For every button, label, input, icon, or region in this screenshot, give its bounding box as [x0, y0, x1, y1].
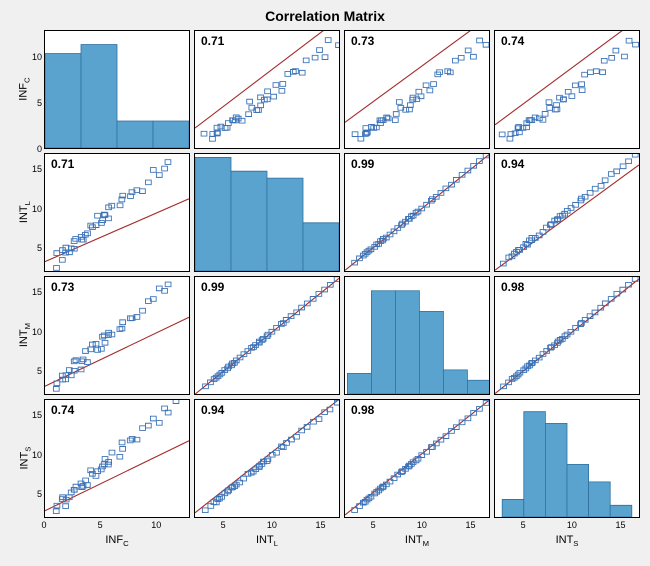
x-tick-label: 15 — [316, 520, 326, 530]
histogram-svg — [45, 31, 189, 148]
scatter-svg — [345, 154, 489, 271]
histogram-panel — [194, 153, 340, 272]
scatter-panel: 0.73 — [344, 30, 490, 149]
y-axis-label: INTM 5 10 15 — [8, 274, 42, 397]
y-tick-label: 15 — [32, 410, 42, 420]
histogram-svg — [195, 154, 339, 271]
y-tick-label: 15 — [32, 164, 42, 174]
y-axis-label: INFC0510 — [8, 28, 42, 151]
scatter-panel: 0.99 — [194, 276, 340, 395]
corner-cell — [8, 520, 42, 554]
x-tick-label: 10 — [267, 520, 277, 530]
scatter-panel: 0.98 — [494, 276, 640, 395]
x-axis-label: INTL 5 10 15 — [192, 520, 342, 554]
scatter-svg — [45, 154, 189, 271]
y-axis-label: INTL 5 10 15 — [8, 151, 42, 274]
histogram-panel — [494, 399, 640, 518]
x-tick-label: 15 — [616, 520, 626, 530]
scatter-svg — [495, 277, 639, 394]
y-axis-label-text: INTM — [18, 323, 32, 347]
y-tick-label: 10 — [32, 52, 42, 62]
scatter-svg — [345, 31, 489, 148]
correlation-value: 0.98 — [501, 280, 524, 294]
scatter-panel: 0.73 — [44, 276, 190, 395]
scatter-svg — [45, 277, 189, 394]
x-tick-label: 5 — [221, 520, 226, 530]
x-axis-label: INFC 0 5 10 — [42, 520, 192, 554]
y-axis-label-text: INTL — [18, 201, 32, 223]
y-tick-label: 15 — [32, 287, 42, 297]
y-axis-label-text: INTS — [18, 447, 32, 470]
histogram-panel — [344, 276, 490, 395]
correlation-value: 0.73 — [351, 34, 374, 48]
x-tick-label: 15 — [466, 520, 476, 530]
y-tick-label: 5 — [37, 243, 42, 253]
scatter-svg — [195, 31, 339, 148]
scatter-svg — [45, 400, 189, 517]
x-axis-label-text: INTM — [405, 534, 429, 548]
correlation-value: 0.94 — [501, 157, 524, 171]
correlation-value: 0.71 — [51, 157, 74, 171]
correlation-value: 0.98 — [351, 403, 374, 417]
scatter-matrix-grid: INFC 0 5 10 0.71 0.73 0.74 INTL 5 10 15 0.71 0.99 0.9… — [8, 28, 642, 554]
scatter-panel: 0.74 — [494, 30, 640, 149]
x-tick-label: 0 — [41, 520, 46, 530]
x-tick-label: 5 — [98, 520, 103, 530]
y-tick-label: 10 — [32, 327, 42, 337]
histogram-svg — [345, 277, 489, 394]
correlation-value: 0.99 — [201, 280, 224, 294]
x-axis-label-text: INFC — [105, 534, 128, 548]
correlation-value: 0.73 — [51, 280, 74, 294]
correlation-value: 0.74 — [51, 403, 74, 417]
scatter-panel: 0.71 — [194, 30, 340, 149]
correlation-matrix-figure: Correlation Matrix INFC05100.710.730.74I… — [0, 0, 650, 566]
y-tick-label: 5 — [37, 489, 42, 499]
x-axis-label: INTM 5 10 15 — [342, 520, 492, 554]
figure-title: Correlation Matrix — [8, 8, 642, 24]
scatter-panel: 0.71 — [44, 153, 190, 272]
y-tick-label: 5 — [37, 366, 42, 376]
scatter-panel: 0.94 — [194, 399, 340, 518]
scatter-svg — [495, 154, 639, 271]
scatter-panel: 0.98 — [344, 399, 490, 518]
histogram-panel — [44, 30, 190, 149]
y-tick-label: 5 — [37, 98, 42, 108]
scatter-panel: 0.99 — [344, 153, 490, 272]
y-tick-label: 10 — [32, 204, 42, 214]
x-axis-label-text: INTS — [556, 534, 579, 548]
histogram-svg — [495, 400, 639, 517]
y-tick-label: 10 — [32, 450, 42, 460]
x-tick-label: 10 — [567, 520, 577, 530]
scatter-svg — [195, 400, 339, 517]
x-tick-label: 5 — [521, 520, 526, 530]
correlation-value: 0.94 — [201, 403, 224, 417]
y-axis-label: INTS 5 10 15 — [8, 397, 42, 520]
scatter-panel: 0.94 — [494, 153, 640, 272]
scatter-panel: 0.74 — [44, 399, 190, 518]
x-tick-label: 5 — [371, 520, 376, 530]
scatter-svg — [495, 31, 639, 148]
correlation-value: 0.99 — [351, 157, 374, 171]
x-axis-label-text: INTL — [256, 534, 278, 548]
scatter-svg — [345, 400, 489, 517]
scatter-svg — [195, 277, 339, 394]
correlation-value: 0.71 — [201, 34, 224, 48]
x-tick-label: 10 — [417, 520, 427, 530]
correlation-value: 0.74 — [501, 34, 524, 48]
y-axis-label-text: INFC — [18, 78, 32, 101]
x-tick-label: 10 — [151, 520, 161, 530]
x-axis-label: INTS 5 10 15 — [492, 520, 642, 554]
